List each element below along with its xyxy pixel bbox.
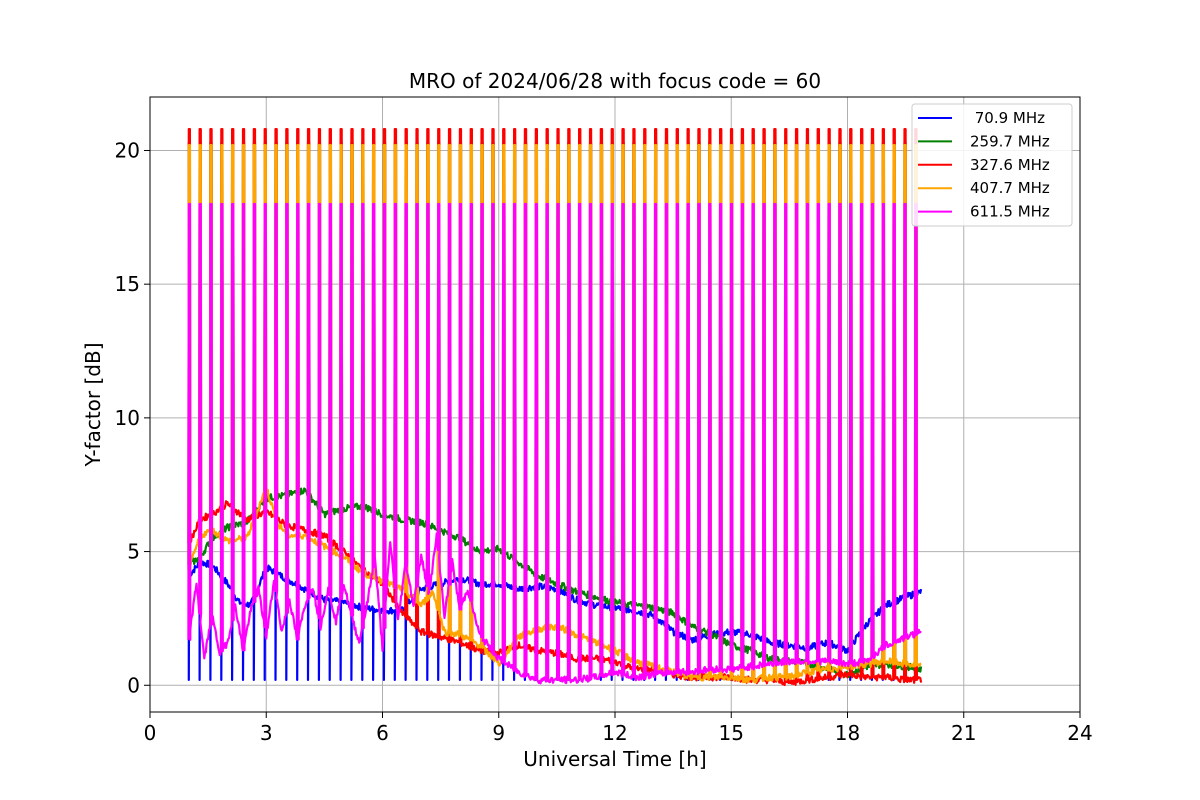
x-tick-label: 3 — [260, 721, 273, 745]
legend-box — [911, 103, 1073, 227]
y-tick-label: 15 — [115, 272, 140, 296]
x-tick-label: 21 — [951, 721, 976, 745]
x-tick-label: 9 — [492, 721, 505, 745]
y-axis-label: Y-factor [dB] — [81, 342, 105, 467]
x-tick-label: 6 — [376, 721, 389, 745]
x-tick-label: 0 — [144, 721, 157, 745]
series-line-611-5-mhz — [187, 202, 922, 685]
y-tick-label: 0 — [127, 673, 140, 697]
y-tick-label: 10 — [115, 406, 140, 430]
x-tick-label: 15 — [719, 721, 744, 745]
x-tick-label: 24 — [1067, 721, 1092, 745]
legend: 70.9 MHz 259.7 MHz 327.6 MHz 407.7 MHz 611.5… — [911, 103, 1073, 227]
y-tick-label: 20 — [115, 138, 140, 162]
legend-label: 327.6 MHz — [970, 156, 1050, 174]
plot-area — [187, 128, 923, 687]
chart-title: MRO of 2024/06/28 with focus code = 60 — [409, 69, 821, 93]
legend-label: 611.5 MHz — [970, 203, 1050, 221]
legend-label: 407.7 MHz — [970, 179, 1050, 197]
y-tick-label: 5 — [127, 540, 140, 564]
axis-ticks: 0 3 6 9 12 15 18 21 24 0 5 10 15 20 — [115, 138, 1093, 745]
x-tick-label: 18 — [835, 721, 860, 745]
legend-label: 70.9 MHz — [970, 109, 1045, 127]
legend-label: 259.7 MHz — [970, 132, 1050, 150]
x-tick-label: 12 — [602, 721, 627, 745]
x-axis-label: Universal Time [h] — [523, 747, 706, 771]
